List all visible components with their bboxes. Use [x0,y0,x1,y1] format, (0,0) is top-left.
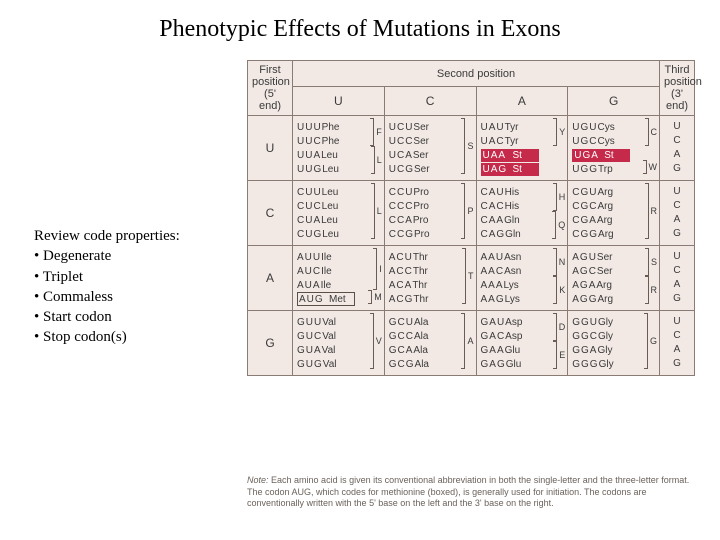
page-title: Phenotypic Effects of Mutations in Exons [0,16,720,43]
codon-cell: CGUArgCGCArgCGAArgCGGArgR [568,181,660,246]
property-item: • Degenerate [34,246,180,266]
codon-line: UAGSt [481,162,566,176]
aa-bracket: R [645,277,658,303]
aa-bracket: V [370,314,382,368]
aa-bracket: E [553,342,565,368]
table-note: Note: Each amino acid is given its conve… [247,475,695,510]
aa-bracket: H [553,184,566,210]
row-header: C [248,181,293,246]
codon-line: UAASt [481,148,566,162]
aa-bracket: Y [553,119,565,145]
col-header: G [568,87,660,116]
codon-line: CUGLeu [297,227,382,241]
row-header: U [248,116,293,181]
aa-bracket: G [644,314,657,368]
third-pos-cell: UCAG [660,246,695,311]
aa-bracket: W [643,161,658,173]
codon-line: ACAThr [389,278,474,292]
col-header: C [384,87,476,116]
aa-bracket: F [370,119,382,145]
col-header: U [293,87,385,116]
property-item: • Commaless [34,287,180,307]
codon-cell: CAUHisCACHisCAAGlnCAGGlnHQ [476,181,568,246]
aa-bracket: C [645,119,658,145]
first-pos-header: Firstposition(5' end) [248,61,293,116]
codon-line: ACCThr [389,264,474,278]
codon-cell: UCUSerUCCSerUCASerUCGSerS [384,116,476,181]
third-pos-cell: UCAG [660,311,695,376]
codon-line: UUUPhe [297,120,382,134]
aa-bracket: R [645,184,658,238]
codon-line: AUCIle [297,264,382,278]
codon-line: CUCLeu [297,199,382,213]
aa-bracket: S [461,119,473,173]
aa-bracket: M [368,291,382,303]
codon-cell: AUUIleAUCIleAUAIleAUGMetIM [293,246,385,311]
codon-cell: ACUThrACCThrACAThrACGThrT [384,246,476,311]
aa-bracket: S [645,249,657,275]
row-header: G [248,311,293,376]
codon-line: UUALeu [297,148,382,162]
aa-bracket: L [371,184,382,238]
codon-line: UUGLeu [297,162,382,176]
second-pos-header: Second position [293,61,660,87]
third-pos-header: Thirdposition(3' end) [660,61,695,116]
codon-cell: GUUValGUCValGUAValGUGValV [293,311,385,376]
codon-cell: AGUSerAGCSerAGAArgAGGArgSR [568,246,660,311]
codon-cell: UGUCysUGCCysUGAStUGGTrpCW [568,116,660,181]
codon-cell: GCUAlaGCCAlaGCAAlaGCGAlaA [384,311,476,376]
property-item: • Triplet [34,267,180,287]
row-header: A [248,246,293,311]
aa-bracket: Q [552,212,565,238]
aa-bracket: T [462,249,474,303]
third-pos-cell: UCAG [660,116,695,181]
aa-bracket: K [553,277,565,303]
codon-cell: GGUGlyGGCGlyGGAGlyGGGGlyG [568,311,660,376]
codon-line: ACUThr [389,250,474,264]
aa-bracket: I [373,249,382,289]
property-item: • Start codon [34,307,180,327]
codon-cell: UUUPheUUCPheUUALeuUUGLeu FL [293,116,385,181]
codon-table: Firstposition(5' end)Second positionThir… [247,60,695,376]
codon-cell: GAUAspGACAspGAAGluGAGGluDE [476,311,568,376]
col-header: A [476,87,568,116]
codon-line: AUUIle [297,250,382,264]
aa-bracket: N [553,249,566,275]
aa-bracket: P [461,184,473,238]
properties-heading: Review code properties: [34,226,180,246]
aa-bracket: D [553,314,566,340]
properties-list: • Degenerate• Triplet• Commaless• Start … [34,246,180,347]
codon-line: ACGThr [389,292,474,306]
aa-bracket: A [461,314,473,368]
codon-cell: CUULeuCUCLeuCUALeuCUGLeuL [293,181,385,246]
codon-cell: CCUProCCCProCCAProCCGProP [384,181,476,246]
codon-line: UUCPhe [297,134,382,148]
codon-line: CUULeu [297,185,382,199]
third-pos-cell: UCAG [660,181,695,246]
codon-line: CUALeu [297,213,382,227]
properties-box: Review code properties: • Degenerate• Tr… [34,226,180,348]
codon-cell: UAUTyrUACTyrUAAStUAGStY [476,116,568,181]
property-item: • Stop codon(s) [34,327,180,347]
codon-cell: AAUAsnAACAsnAAALysAAGLysNK [476,246,568,311]
aa-bracket: L [371,147,382,173]
